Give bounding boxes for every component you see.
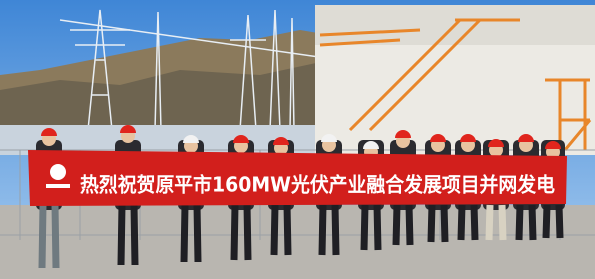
banner-text: 热烈祝贺原平市160MW光伏产业融合发展项目并网发电	[80, 173, 555, 197]
photo: 热烈祝贺原平市160MW光伏产业融合发展项目并网发电	[0, 0, 595, 279]
logo-text	[46, 184, 70, 188]
page: 热烈祝贺原平市160MW光伏产业融合发展项目并网发电 (() => { cons…	[0, 0, 595, 279]
logo	[50, 164, 66, 180]
